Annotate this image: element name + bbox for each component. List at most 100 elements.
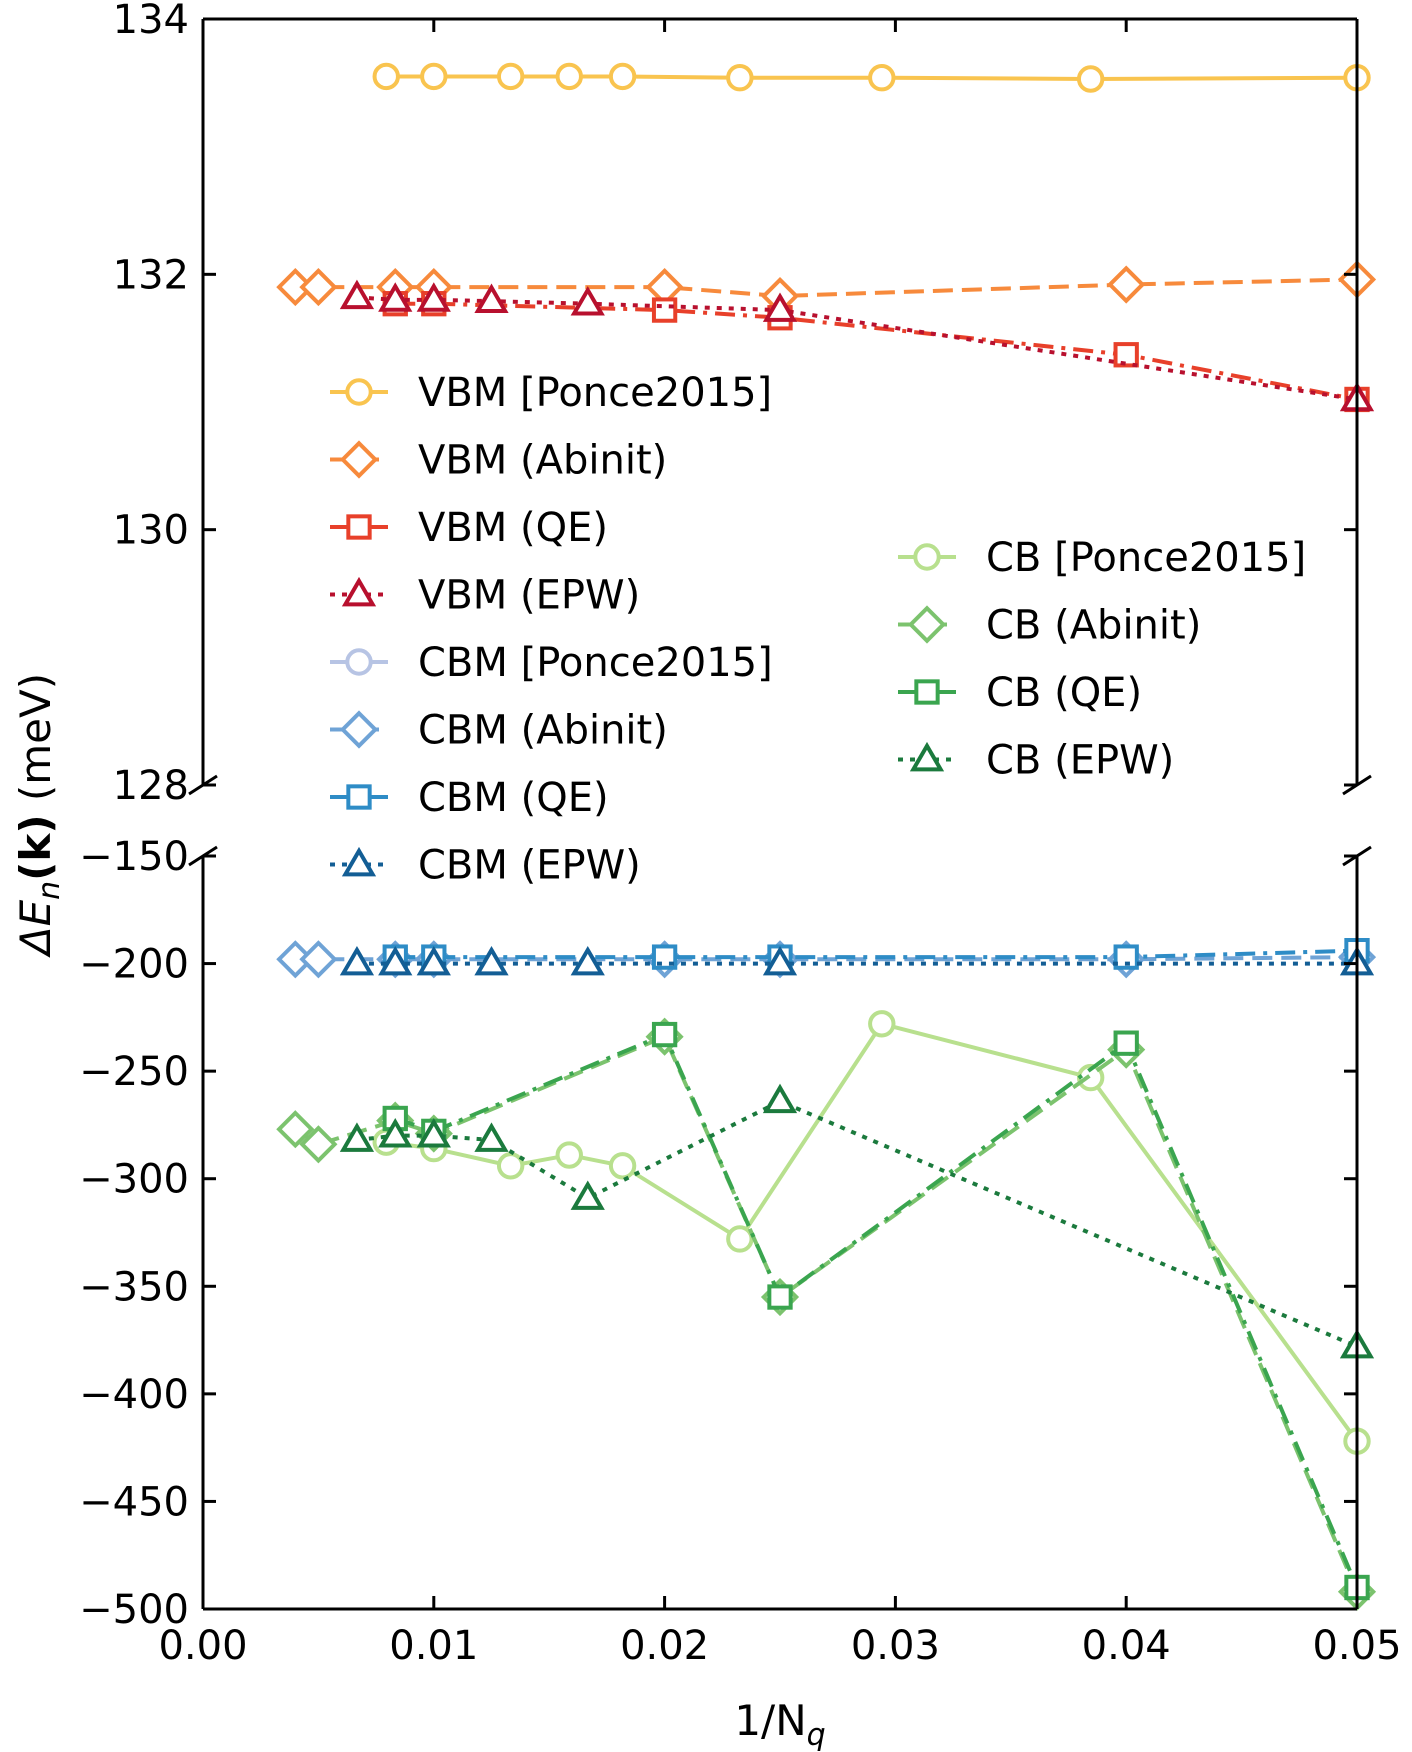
data-point-vbm-epw (762, 292, 798, 322)
y-tick-label: −450 (79, 1479, 189, 1525)
legend-label: CBM (QE) (418, 775, 609, 821)
legend-label: CBM (Abinit) (418, 708, 668, 754)
data-point-cbm-epw (339, 945, 375, 976)
data-point-cb-ponce2015 (608, 1152, 637, 1180)
legend-entry-cb-epw: CB (EPW) (898, 738, 1174, 784)
top-panel-series (276, 62, 1377, 413)
data-point-cbm-abinit (299, 940, 338, 979)
y-tick-label: −350 (79, 1264, 189, 1310)
y-axis-label: ΔEn(k) (meV) (11, 673, 67, 958)
legend-swatch-marker (346, 784, 372, 810)
legend-label: CB (EPW) (986, 738, 1174, 784)
legend-swatch-marker (909, 741, 945, 772)
x-axis-label: 1/Nq (734, 1696, 825, 1752)
ticks-layer: 0.00 0.01 0.02 0.03 0.04 0.05 128 130 132 134 −150… (79, 0, 1401, 1669)
y-axis-label-k: (k) (11, 814, 60, 880)
x-tick-label: 0.00 (158, 1623, 247, 1669)
y-axis-label-unit: (meV) (11, 673, 60, 815)
data-point-cb-abinit (299, 1125, 338, 1164)
series-line-vbm-abinit (295, 277, 1358, 299)
data-point-cb-ponce2015 (868, 1010, 896, 1038)
data-point-vbm-ponce2015 (555, 62, 583, 91)
legend-entry-cb-ponce2015: CB [Ponce2015] (898, 535, 1306, 581)
x-tick-label: 0.04 (1082, 1623, 1171, 1669)
data-point-vbm-abinit (1107, 265, 1146, 304)
series-cb-qe (382, 1021, 1370, 1601)
data-point-vbm-ponce2015 (496, 62, 525, 91)
data-point-vbm-ponce2015 (1076, 65, 1105, 93)
legend-entry-cbm-ponce2015: CBM [Ponce2015] (330, 640, 773, 686)
data-point-cb-ponce2015 (555, 1141, 583, 1169)
data-point-vbm-epw (570, 286, 605, 316)
data-point-cb-ponce2015 (726, 1225, 754, 1253)
data-point-vbm-epw (474, 283, 509, 313)
data-point-cb-epw (339, 1122, 375, 1152)
series-cb-epw (339, 1083, 1375, 1359)
series-line-cbm-qe (395, 948, 1358, 960)
data-point-cb-epw (378, 1118, 413, 1148)
legend-label: VBM (QE) (418, 505, 608, 551)
data-point-cb-epw (474, 1122, 509, 1152)
y-tick-label: 130 (113, 508, 189, 554)
bottom-panel-series (276, 938, 1377, 1611)
data-point-cb-qe (1113, 1030, 1139, 1056)
legend-entry-cbm-qe: CBM (QE) (330, 775, 609, 821)
series-line-cb-epw (356, 1099, 1358, 1349)
data-point-cb-epw (570, 1180, 605, 1210)
legend-right-column: CB [Ponce2015] CB (Abinit) CB (QE) CB (EPW) (898, 535, 1306, 784)
data-point-cb-qe (767, 1284, 793, 1310)
data-point-vbm-qe (651, 297, 678, 323)
legend-left-column: VBM [Ponce2015] VBM (Abinit) VBM (QE) VBM (… (330, 370, 773, 889)
x-tick-label: 0.01 (389, 1623, 478, 1669)
legend-label: VBM (EPW) (418, 573, 640, 619)
y-tick-label: 134 (113, 0, 189, 43)
legend-entry-cb-abinit: CB (Abinit) (898, 603, 1201, 649)
legend-label: CBM (EPW) (418, 843, 641, 889)
series-cbm-epw (339, 945, 1375, 976)
data-point-vbm-epw (378, 282, 413, 312)
y-tick-label: −150 (79, 834, 189, 880)
legend-label: CB (Abinit) (986, 603, 1201, 649)
series-layer (276, 62, 1377, 1611)
data-point-cbm-epw (378, 945, 413, 976)
x-tick-label: 0.02 (620, 1623, 709, 1669)
series-line-cb-abinit (294, 1034, 1359, 1593)
data-point-vbm-ponce2015 (420, 62, 448, 91)
legend-swatch-marker (339, 440, 379, 479)
legend-entry-vbm-epw: VBM (EPW) (330, 573, 640, 619)
data-point-cbm-epw (762, 945, 798, 976)
legend-label: CBM [Ponce2015] (418, 640, 773, 686)
data-point-cbm-epw (474, 945, 509, 976)
legend-swatch-marker (914, 679, 940, 705)
x-axis-label-base: 1/N (734, 1696, 806, 1745)
x-axis-label-sub: q (807, 1718, 826, 1752)
data-point-vbm-ponce2015 (608, 62, 637, 91)
series-vbm-epw (339, 279, 1375, 412)
legend-swatch-marker (345, 378, 373, 406)
legend-swatch-marker (907, 605, 947, 644)
legend-swatch-marker (913, 543, 941, 571)
data-point-cbm-qe (1113, 944, 1139, 970)
legend-swatch-marker (345, 648, 373, 676)
series-line-cb-qe (394, 1032, 1359, 1589)
legend-entry-vbm-abinit: VBM (Abinit) (330, 438, 667, 484)
legend-label: VBM (Abinit) (418, 438, 667, 484)
data-point-cb-abinit (276, 1110, 315, 1149)
data-point-cb-epw (762, 1083, 798, 1114)
y-tick-label: −500 (79, 1587, 189, 1633)
axes-frame (188, 17, 1372, 1611)
data-point-vbm-ponce2015 (726, 64, 754, 92)
y-tick-label: 132 (113, 252, 189, 298)
legend-swatch-marker (346, 514, 372, 540)
data-point-vbm-epw (416, 282, 451, 312)
legend-swatch-marker (339, 710, 379, 749)
data-point-vbm-epw (339, 279, 375, 310)
data-point-vbm-qe (1113, 342, 1139, 368)
y-tick-label: −200 (79, 942, 189, 988)
data-point-cbm-epw (570, 945, 605, 976)
x-tick-label: 0.03 (851, 1623, 940, 1669)
data-point-cb-qe (651, 1021, 678, 1048)
x-tick-label: 0.05 (1312, 1623, 1401, 1669)
legend-entry-vbm-ponce2015: VBM [Ponce2015] (330, 370, 772, 416)
